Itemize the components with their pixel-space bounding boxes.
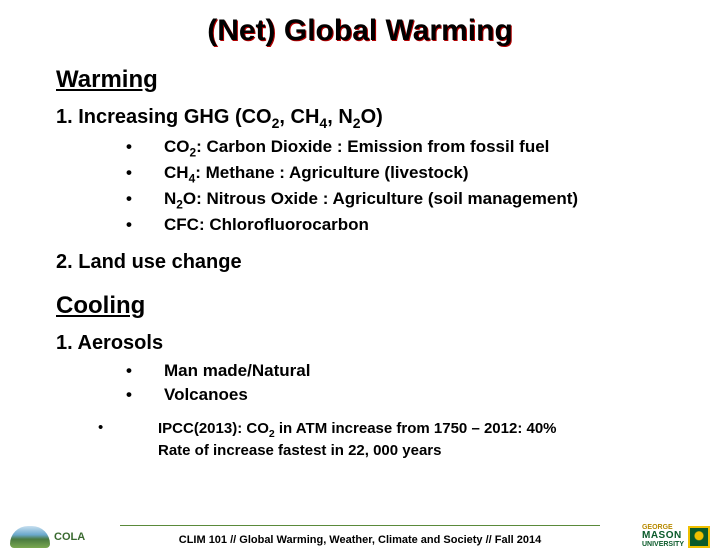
footer-divider xyxy=(120,525,600,526)
bullet-icon: • xyxy=(126,383,164,407)
shield-icon xyxy=(688,526,710,548)
text: Rate of increase fastest in 22, 000 year… xyxy=(158,442,442,459)
bullet-icon: • xyxy=(126,161,164,187)
bullet-text: CFC: Chlorofluorocarbon xyxy=(164,213,369,237)
text: CH xyxy=(164,163,189,182)
subscript: 2 xyxy=(176,197,183,211)
warming-item-1: 1. Increasing GHG (CO2, CH4, N2O) xyxy=(56,106,664,131)
mason-text: GEORGE MASON UNIVERSITY xyxy=(642,524,684,548)
slide-title: (Net) Global Warming xyxy=(0,14,720,48)
text: CO xyxy=(164,137,190,156)
subscript: 2 xyxy=(353,115,361,131)
text: , N xyxy=(327,106,353,128)
ipcc-text: IPCC(2013): CO2 in ATM increase from 175… xyxy=(158,419,557,461)
text: MASON xyxy=(642,530,682,541)
cola-label: COLA xyxy=(54,531,85,543)
bullet-text: CO2: Carbon Dioxide : Emission from foss… xyxy=(164,135,549,161)
ipcc-note: • IPCC(2013): CO2 in ATM increase from 1… xyxy=(98,419,664,461)
mason-logo: GEORGE MASON UNIVERSITY xyxy=(642,524,710,548)
text: : Carbon Dioxide : Emission from fossil … xyxy=(196,137,549,156)
bullet-item: • N2O: Nitrous Oxide : Agriculture (soil… xyxy=(126,187,664,213)
bullet-item: • CO2: Carbon Dioxide : Emission from fo… xyxy=(126,135,664,161)
cooling-bullets: • Man made/Natural • Volcanoes xyxy=(126,359,664,407)
footer-text: CLIM 101 // Global Warming, Weather, Cli… xyxy=(0,534,720,546)
bullet-icon: • xyxy=(126,359,164,383)
text: UNIVERSITY xyxy=(642,541,684,548)
cooling-heading: Cooling xyxy=(56,292,664,320)
bullet-text: CH4: Methane : Agriculture (livestock) xyxy=(164,161,469,187)
content-area: Warming 1. Increasing GHG (CO2, CH4, N2O… xyxy=(0,66,720,461)
wave-icon xyxy=(10,526,50,548)
bullet-icon: • xyxy=(126,213,164,237)
text: 1. Increasing GHG (CO xyxy=(56,106,272,128)
text: : Methane : Agriculture (livestock) xyxy=(195,163,468,182)
warming-heading: Warming xyxy=(56,66,664,94)
warming-item-2: 2. Land use change xyxy=(56,251,664,274)
bullet-text: Man made/Natural xyxy=(164,359,310,383)
text: CFC: Chlorofluorocarbon xyxy=(164,215,369,234)
bullet-item: • Volcanoes xyxy=(126,383,664,407)
bullet-icon: • xyxy=(98,419,158,461)
bullet-item: • CFC: Chlorofluorocarbon xyxy=(126,213,664,237)
bullet-item: • CH4: Methane : Agriculture (livestock) xyxy=(126,161,664,187)
text: in ATM increase from 1750 – 2012: 40% xyxy=(275,420,557,437)
text: O) xyxy=(361,106,383,128)
bullet-icon: • xyxy=(126,187,164,213)
bullet-icon: • xyxy=(126,135,164,161)
text: IPCC(2013): CO xyxy=(158,420,269,437)
bullet-text: N2O: Nitrous Oxide : Agriculture (soil m… xyxy=(164,187,578,213)
text: N xyxy=(164,189,176,208)
bullet-text: Volcanoes xyxy=(164,383,248,407)
text: , CH xyxy=(279,106,319,128)
text: O: Nitrous Oxide : Agriculture (soil man… xyxy=(183,189,578,208)
bullet-item: • Man made/Natural xyxy=(126,359,664,383)
cooling-item-1: 1. Aerosols xyxy=(56,332,664,355)
cola-logo: COLA xyxy=(10,526,85,548)
warming-bullets: • CO2: Carbon Dioxide : Emission from fo… xyxy=(126,135,664,237)
